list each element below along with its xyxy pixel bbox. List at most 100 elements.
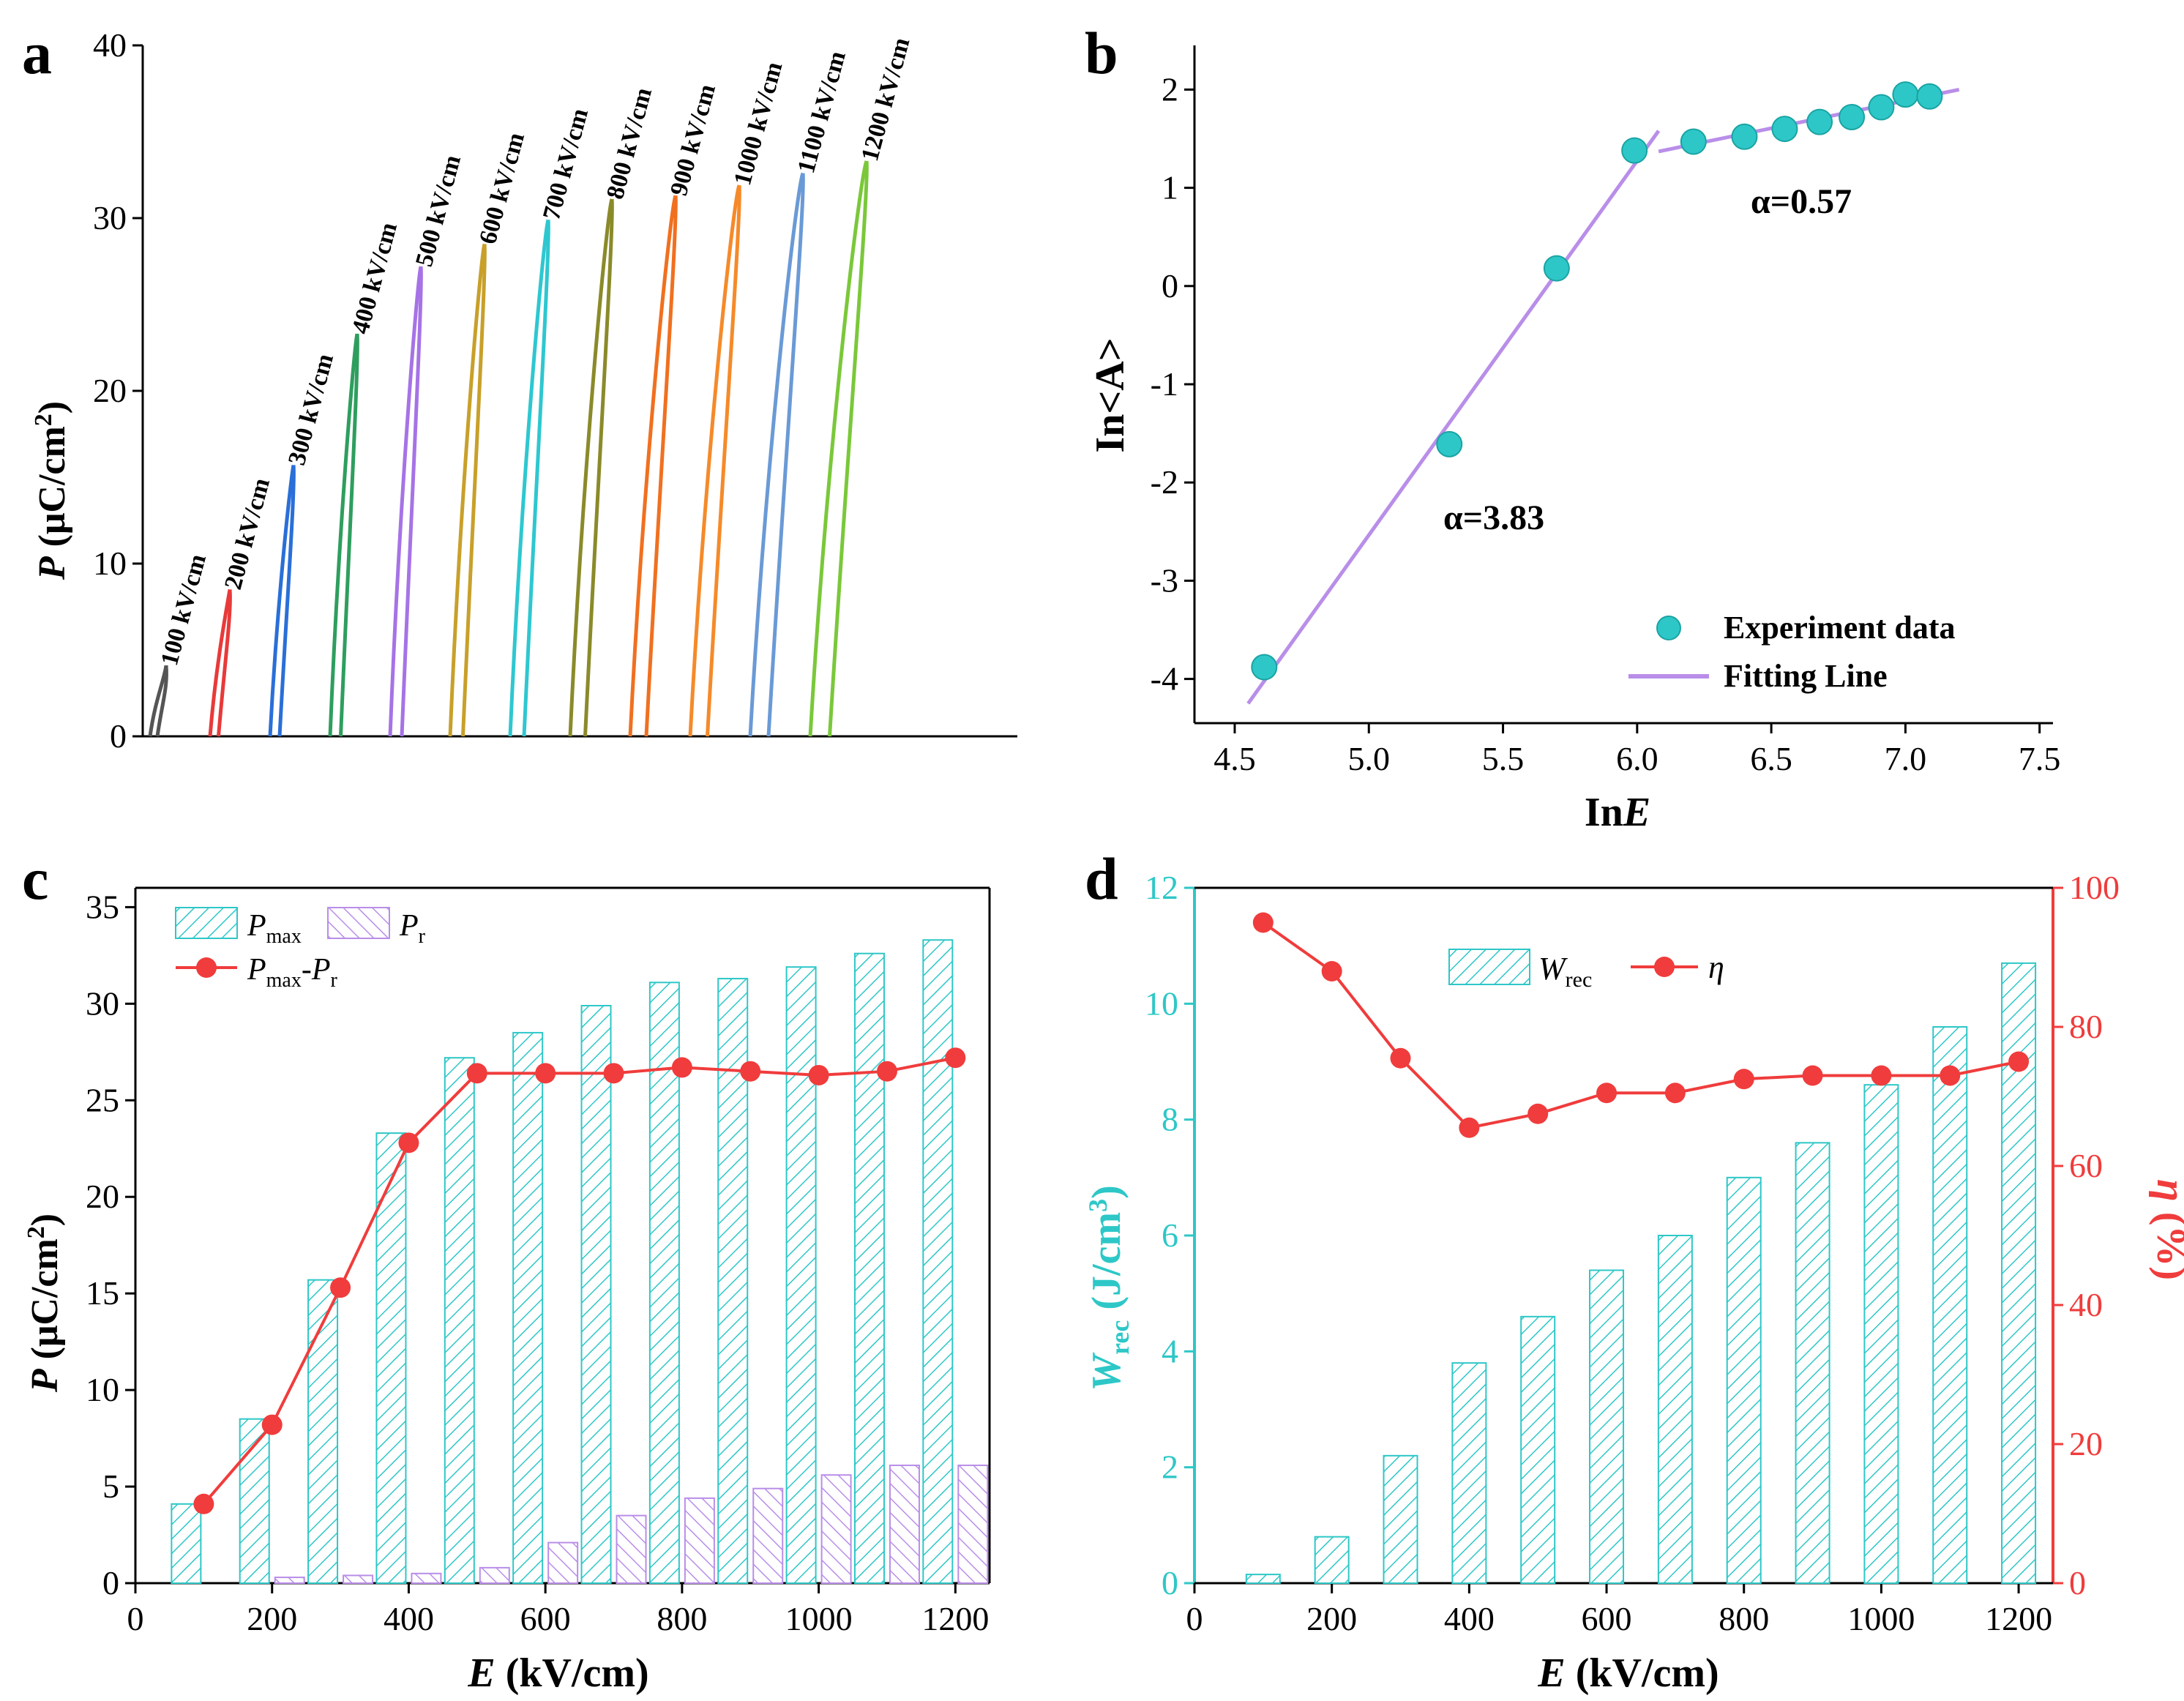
loop-label-100-kv-cm: 100 kV/cm [156, 551, 212, 668]
marker-pmax-pr-1100 [876, 1061, 897, 1082]
loop-curve-upper-1000-kv-cm [688, 184, 741, 737]
legend-label-pmax: Pmax [247, 909, 302, 948]
panel-d-y2-ytick-label-3: 60 [2069, 1147, 2103, 1184]
panel-d-ytick-label-3: 6 [1162, 1216, 1178, 1254]
marker-eta-1200 [2008, 1051, 2030, 1072]
loop-curve-lower-100-kv-cm [155, 665, 168, 737]
loop-curve-lower-900-kv-cm [644, 195, 678, 737]
bar-pr-1200 [957, 1465, 989, 1585]
data-point-9 [1868, 94, 1895, 121]
panel-d-xtick-label-6: 1200 [1985, 1600, 2052, 1637]
bar-pmax-500 [444, 1057, 475, 1584]
panel-d-y2-ytick-label-5: 100 [2069, 869, 2120, 906]
panel-a-ytick-label-3: 30 [93, 199, 127, 236]
legend-label-experiment: Experiment data [1724, 610, 1956, 646]
legend-marker-eta [1654, 957, 1675, 977]
legend-label-diff: Pmax-Pr [247, 953, 338, 992]
bar-pr-1100 [889, 1465, 920, 1585]
bar-pr-400 [411, 1572, 442, 1585]
panel-c-ytick-label-0: 0 [102, 1564, 119, 1601]
marker-eta-600 [1596, 1083, 1618, 1104]
legend-swatch-wrec [1448, 949, 1530, 985]
marker-pmax-pr-100 [193, 1493, 214, 1514]
panel-b-ytick-label-6: 2 [1162, 70, 1178, 108]
data-point-10 [1892, 81, 1919, 108]
loop-curve-lower-600-kv-cm [461, 244, 487, 737]
panel-a-axes: 0 10 20 30 40 [93, 26, 1017, 755]
loop-curve-upper-1200-kv-cm [808, 160, 869, 737]
loop-curve-lower-400-kv-cm [339, 333, 359, 737]
panel-a-y-axis-label: P (μC/cm2) [30, 401, 73, 580]
loop-curve-lower-1100-kv-cm [766, 173, 805, 737]
panel-d-ytick-label-0: 0 [1162, 1564, 1178, 1601]
loop-curve-lower-300-kv-cm [277, 465, 296, 737]
marker-eta-200 [1321, 961, 1342, 982]
panel-b-xtick-label-6: 7.5 [2019, 740, 2061, 777]
panel-d-bars [1245, 962, 2037, 1585]
bar-pmax-1000 [785, 966, 817, 1584]
panel-d-y2-ytick-label-1: 20 [2069, 1425, 2103, 1462]
panel-label-b: b [1085, 20, 1118, 86]
loop-curve-lower-800-kv-cm [583, 198, 614, 737]
panel-a-ytick-label-1: 10 [93, 545, 127, 582]
panel-a-ytick-label-2: 20 [93, 372, 127, 409]
panel-d-xtick-label-3: 600 [1582, 1600, 1632, 1637]
loop-label-500-kv-cm: 500 kV/cm [411, 152, 466, 269]
loop-curve-lower-200-kv-cm [217, 589, 232, 737]
panel-d-xtick-label-4: 800 [1719, 1600, 1769, 1637]
panel-d-xtick-label-2: 400 [1444, 1600, 1495, 1637]
panel-d-y2-ytick-label-0: 0 [2069, 1564, 2086, 1601]
bar-wrec-100 [1245, 1574, 1281, 1584]
bar-pr-1000 [820, 1474, 852, 1584]
legend-marker-diff [196, 957, 217, 978]
marker-eta-800 [1733, 1069, 1754, 1090]
panel-label-c: c [22, 845, 48, 912]
panel-d-legend: Wrec η [1448, 949, 1724, 992]
loop-curve-upper-700-kv-cm [508, 219, 550, 737]
loop-curve-lower-500-kv-cm [400, 266, 423, 737]
bar-pr-300 [343, 1574, 374, 1584]
panel-c-xtick-label-4: 800 [657, 1600, 707, 1637]
loop-label-700-kv-cm: 700 kV/cm [538, 105, 594, 223]
panel-d-ytick-label-4: 8 [1162, 1101, 1178, 1138]
loop-label-900-kv-cm: 900 kV/cm [665, 81, 721, 198]
panel-d-ytick-label-6: 12 [1145, 869, 1178, 906]
loop-label-300-kv-cm: 300 kV/cm [283, 351, 339, 468]
bar-pmax-1200 [922, 939, 954, 1584]
bar-wrec-300 [1383, 1454, 1418, 1585]
bar-pmax-100 [171, 1503, 202, 1585]
panel-d-y2-axis-label: η (%) [2148, 1179, 2184, 1280]
panel-b-xtick-label-1: 5.0 [1348, 740, 1391, 777]
bar-wrec-1000 [1863, 1084, 1899, 1584]
panel-d-ytick-label-5: 10 [1145, 984, 1178, 1022]
panel-a-ytick-label-0: 0 [110, 717, 127, 755]
panel-c-ytick-label-2: 10 [86, 1371, 119, 1408]
bar-wrec-200 [1314, 1536, 1350, 1585]
panel-b-points [1251, 81, 1943, 681]
panel-d-xtick-label-0: 0 [1186, 1600, 1203, 1637]
bar-wrec-1100 [1932, 1026, 1968, 1584]
panel-c-axes: 0 5 10 15 20 25 30 35 0 200 400 600 800 1000 1200 [86, 886, 991, 1637]
bar-pr-200 [274, 1577, 305, 1584]
panel-c-ytick-label-6: 30 [86, 984, 119, 1022]
panel-c-bars [171, 939, 989, 1585]
bar-pmax-800 [648, 982, 680, 1584]
data-point-3 [1621, 137, 1648, 164]
loop-label-600-kv-cm: 600 kV/cm [474, 130, 530, 247]
panel-d-efficiency-series [1252, 912, 2030, 1138]
panel-b-y-axis-label: In<A> [1088, 337, 1133, 452]
panel-b-x-axis-label: InE [1585, 790, 1650, 835]
data-point-1 [1436, 430, 1463, 457]
panel-d-ytick-label-1: 2 [1162, 1448, 1178, 1486]
marker-eta-700 [1664, 1083, 1686, 1104]
panel-c-xtick-label-0: 0 [127, 1600, 144, 1637]
panel-c-xtick-label-1: 200 [247, 1600, 297, 1637]
panel-c-y-axis-label: P (μC/cm2) [23, 1214, 66, 1393]
bar-pr-800 [684, 1497, 715, 1585]
loop-curve-lower-1000-kv-cm [706, 184, 741, 737]
legend-marker-experiment [1656, 616, 1681, 640]
panel-c-polarization-bars: 0 5 10 15 20 25 30 35 0 200 400 600 800 1000 1200 Pmax… [23, 886, 991, 1696]
marker-pmax-pr-400 [398, 1132, 419, 1154]
bar-pmax-400 [375, 1132, 407, 1584]
